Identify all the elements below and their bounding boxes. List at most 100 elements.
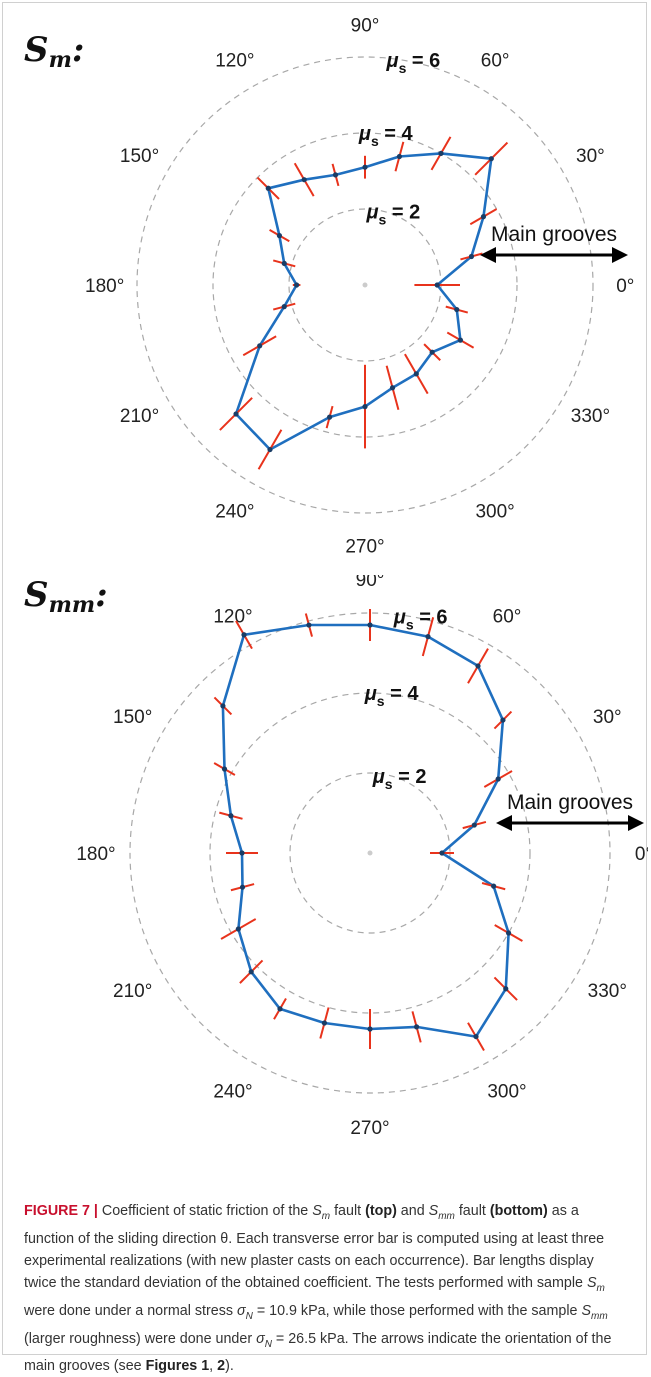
figure-caption: FIGURE 7 | Coefficient of static frictio…: [24, 1203, 612, 1375]
angle-label-240: 240°: [215, 501, 254, 522]
polar-panel-smm: Smm: μs = 2 μs = 4 μs = 6 0° 30° 60° 90° 120° 15…: [2, 575, 648, 1135]
data-point: [220, 703, 226, 709]
data-point: [389, 385, 396, 391]
data-point: [228, 813, 234, 819]
caption-figure-label: FIGURE 7 |: [24, 1203, 98, 1219]
data-point: [475, 663, 481, 669]
grooves-arrow-head-left: [496, 815, 512, 831]
angle-label-300: 300°: [475, 501, 514, 522]
main-grooves-label: Main grooves: [507, 791, 633, 814]
grooves-arrow-head-right: [628, 815, 644, 831]
data-point: [500, 717, 506, 723]
data-point: [468, 253, 475, 260]
data-point: [367, 622, 373, 628]
data-point: [495, 776, 501, 782]
polar-panel-sm: Sm: μs = 2 μs = 4 μs = 6 0° 30° 60° 90° 120° 150…: [2, 0, 648, 560]
data-point: [491, 883, 497, 889]
angle-label-180: 180°: [85, 276, 124, 297]
data-point: [306, 622, 312, 628]
data-point: [332, 172, 339, 178]
ring-label-4: μs = 4: [364, 683, 420, 709]
polar-chart-sm: μs = 2 μs = 4 μs = 6 0° 30° 60° 90° 120° 150° 180…: [85, 16, 634, 558]
data-point: [471, 822, 477, 828]
data-point: [267, 446, 273, 453]
data-point: [239, 850, 245, 856]
angle-label-60: 60°: [493, 607, 522, 628]
angle-label-120: 120°: [213, 607, 252, 628]
ring-label-6: μs = 6: [393, 606, 448, 632]
angle-label-30: 30°: [576, 146, 605, 167]
angle-label-0: 0°: [616, 276, 634, 297]
angle-label-60: 60°: [481, 51, 510, 72]
angle-label-210: 210°: [113, 981, 152, 1002]
data-point: [429, 349, 435, 355]
data-point: [413, 371, 419, 377]
data-point: [281, 260, 287, 266]
data-point: [454, 306, 460, 313]
grid-ring-4: [209, 692, 531, 1014]
center-point: [362, 282, 368, 288]
data-point: [239, 884, 246, 890]
angle-label-90: 90°: [356, 575, 385, 591]
ring-label-4: μs = 4: [358, 123, 414, 149]
data-point: [241, 632, 247, 638]
data-point: [425, 634, 431, 640]
angle-label-210: 210°: [120, 406, 159, 427]
data-point: [439, 850, 445, 856]
angle-label-120: 120°: [215, 51, 254, 72]
grid-ring-6: [136, 56, 594, 514]
data-point: [233, 411, 239, 417]
data-point: [434, 282, 440, 288]
data-point: [396, 153, 403, 160]
panel-label-smm: Smm:: [24, 575, 108, 618]
figure-frame: [2, 2, 647, 1355]
data-point: [277, 1006, 283, 1012]
grooves-arrow-head-left: [480, 247, 496, 263]
caption-link-figure-1[interactable]: Figures 1: [145, 1358, 210, 1375]
data-point: [276, 233, 283, 239]
data-point: [480, 214, 487, 220]
data-point: [326, 414, 333, 420]
data-point: [301, 177, 307, 183]
ring-label-2: μs = 2: [365, 202, 420, 228]
polar-chart-smm: μs = 2 μs = 4 μs = 6 0° 30° 60° 90° 120° 150° 180…: [76, 575, 648, 1135]
data-point: [221, 766, 228, 772]
data-point: [362, 404, 368, 410]
data-point: [362, 164, 368, 170]
data-point: [235, 926, 241, 932]
angle-label-270: 270°: [350, 1118, 389, 1135]
data-point: [457, 337, 464, 343]
data-point: [257, 343, 263, 349]
data-point: [294, 282, 300, 288]
data-point: [265, 185, 271, 191]
grid-ring-4: [212, 132, 518, 438]
angle-label-150: 150°: [120, 146, 159, 167]
data-point: [505, 930, 512, 936]
ring-label-6: μs = 6: [386, 50, 441, 76]
data-point: [503, 986, 509, 992]
center-point: [367, 850, 373, 856]
data-point: [281, 304, 287, 310]
caption-link-figure-2[interactable]: 2: [217, 1358, 226, 1375]
ring-label-2: μs = 2: [372, 766, 427, 792]
data-point: [321, 1020, 328, 1026]
main-grooves-label: Main grooves: [491, 223, 617, 246]
grooves-arrow-head-right: [612, 247, 628, 263]
data-point: [488, 156, 494, 162]
panel-label-sm: Sm:: [24, 30, 85, 73]
grid-ring-6: [129, 612, 611, 1094]
angle-label-270: 270°: [345, 536, 384, 557]
angle-label-180: 180°: [76, 844, 115, 865]
data-point: [248, 969, 254, 975]
angle-label-240: 240°: [213, 1081, 252, 1102]
angle-label-0: 0°: [635, 844, 648, 865]
angle-label-30: 30°: [593, 707, 622, 728]
angle-label-330: 330°: [571, 406, 610, 427]
angle-label-150: 150°: [113, 707, 152, 728]
data-point: [413, 1024, 420, 1030]
angle-label-90: 90°: [351, 16, 380, 37]
data-point: [438, 150, 444, 156]
angle-label-330: 330°: [588, 981, 627, 1002]
data-point: [473, 1033, 479, 1040]
data-point: [367, 1026, 373, 1032]
